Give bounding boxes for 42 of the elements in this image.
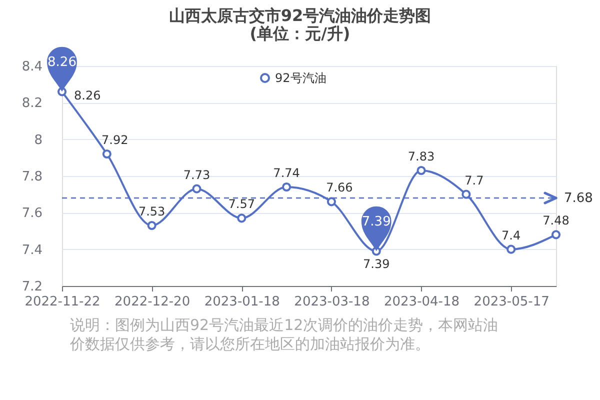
data-label: 7.74 <box>273 166 300 180</box>
y-tick-label: 7.6 <box>22 206 42 222</box>
point <box>192 184 202 194</box>
point <box>147 220 156 230</box>
point <box>551 230 561 240</box>
y-tick-label: 7.4 <box>22 242 42 258</box>
annotation: 7.39 <box>362 214 391 230</box>
point <box>462 190 471 199</box>
data-label: 7.39 <box>363 257 390 272</box>
point <box>506 244 516 254</box>
ref-line-label: 7.68 <box>564 191 593 206</box>
data-label: 7.53 <box>138 204 166 218</box>
y-tick-label: 8.2 <box>22 96 42 112</box>
point <box>326 197 336 206</box>
point <box>282 182 292 192</box>
data-label: 7.57 <box>228 197 255 212</box>
x-tick-label: 2022-11-22 <box>24 294 100 310</box>
legend-label: 92号汽油 <box>275 71 326 85</box>
data-label: 7.7 <box>464 173 484 188</box>
y-tick-label: 7.2 <box>22 280 42 294</box>
data-label: 8.26 <box>74 88 101 103</box>
x-tick-label: 2023-04-18 <box>384 294 460 310</box>
data-label: 7.48 <box>542 214 570 228</box>
x-tick-label: 2023-05-17 <box>474 294 550 310</box>
annotation: 8.26 <box>48 54 76 70</box>
point <box>237 214 246 223</box>
data-label: 7.4 <box>502 228 521 242</box>
x-tick-label: 2023-01-18 <box>204 294 280 310</box>
data-label: 7.92 <box>102 133 128 147</box>
x-tick-label: 2022-12-20 <box>114 294 190 310</box>
y-tick-label: 8.4 <box>22 60 42 74</box>
data-label: 7.73 <box>183 168 210 182</box>
chart-subtitle: (单位：元/升) <box>250 24 350 43</box>
data-label: 7.83 <box>408 150 435 164</box>
y-tick-label: 8 <box>34 132 42 148</box>
y-tick-label: 7.8 <box>22 170 42 184</box>
data-label: 7.66 <box>326 180 353 195</box>
point <box>102 149 112 159</box>
chart-title: 山西太原古交市92号汽油油价走势图 <box>168 6 432 25</box>
text: 说明：图例为山西92号汽油最近12次调价的油价走势，本网站油价数据仅供参考，请以您所在地区的加油站报价为准。 <box>69 316 498 353</box>
point <box>416 166 426 176</box>
x-tick-label: 2023-03-18 <box>294 294 370 310</box>
